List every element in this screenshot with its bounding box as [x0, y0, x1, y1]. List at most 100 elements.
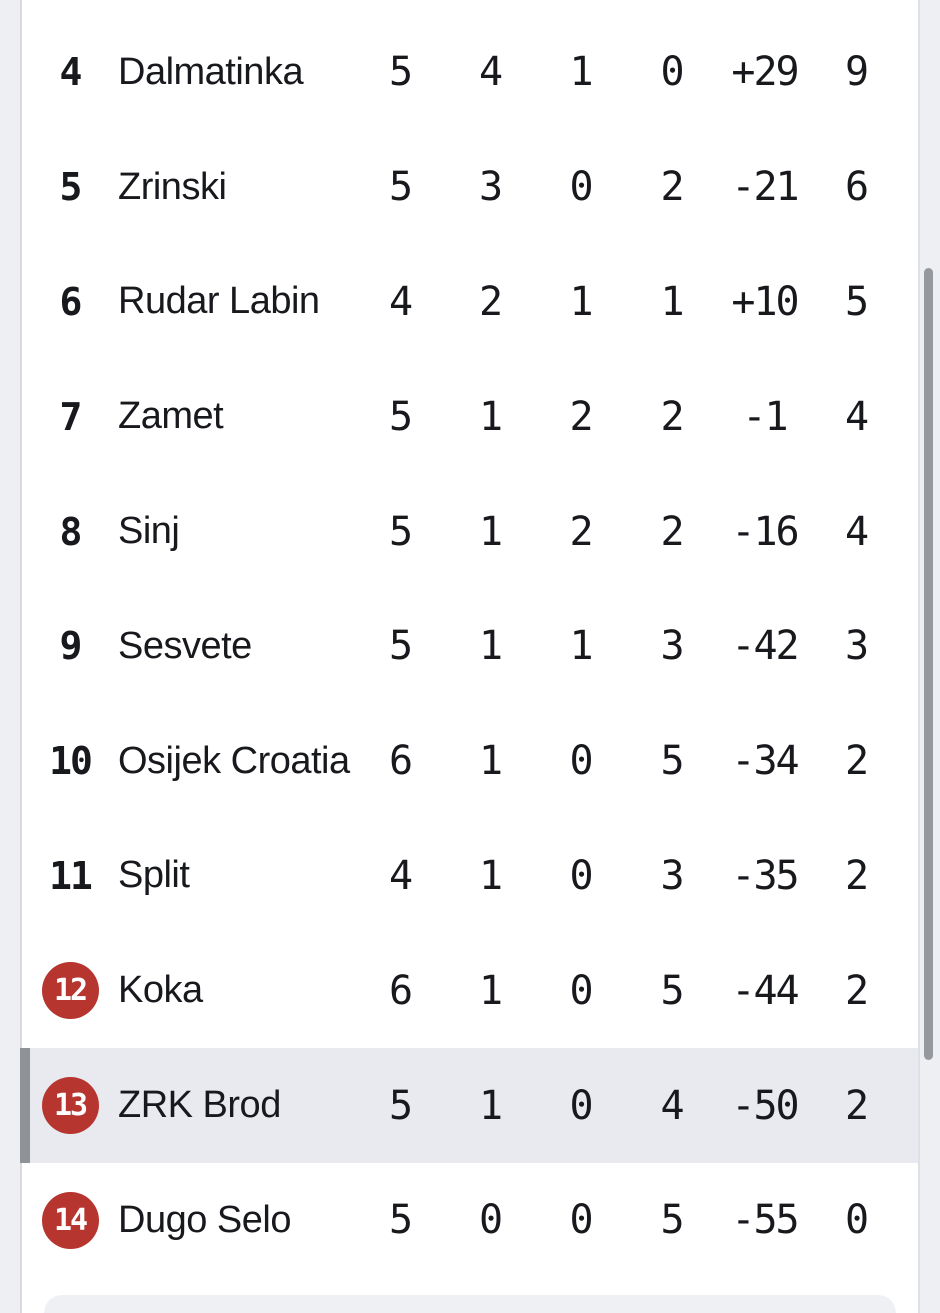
points-cell: 0 [844, 1197, 869, 1244]
rank-cell: 4 [22, 50, 118, 94]
played-cell: 5 [388, 49, 413, 96]
points-cell: 4 [844, 508, 869, 555]
points-cell: 2 [844, 1082, 869, 1129]
rank-cell: 8 [22, 510, 118, 554]
draws-cell: 2 [569, 508, 593, 555]
losses-cell: 2 [660, 164, 684, 211]
rank-number: 6 [59, 279, 83, 324]
team-name: Dugo Selo [118, 1198, 291, 1241]
rank-number: 7 [59, 394, 83, 439]
wins-cell: 1 [478, 1082, 503, 1129]
played-cell: 4 [388, 278, 413, 325]
team-name: Dalmatinka [118, 50, 304, 93]
rank-number: 10 [49, 739, 93, 784]
relegation-rank-badge: 12 [41, 962, 99, 1020]
standings-row[interactable]: 7 Zamet 5 1 2 2 -1 4 [22, 359, 918, 474]
standings-row[interactable]: 4 Dalmatinka 5 4 1 0 +29 9 [22, 15, 918, 130]
losses-cell: 1 [660, 278, 684, 325]
draws-cell: 1 [569, 623, 593, 670]
losses-cell: 0 [660, 49, 684, 96]
standings-card: 4 Dalmatinka 5 4 1 0 +29 9 5 Zrinski 5 3… [20, 0, 920, 1313]
losses-cell: 4 [660, 1082, 684, 1129]
rank-number: 11 [49, 853, 93, 898]
points-cell: 2 [844, 852, 869, 899]
rank-number: 5 [59, 165, 83, 210]
draws-cell: 0 [569, 967, 593, 1014]
standings-row[interactable]: 6 Rudar Labin 4 2 1 1 +10 5 [22, 245, 918, 360]
wins-cell: 2 [478, 278, 503, 325]
team-name: Osijek Croatia [118, 739, 350, 782]
team-name: Split [118, 854, 190, 897]
rank-cell: 9 [22, 624, 118, 668]
relegation-rank-badge: 13 [41, 1077, 99, 1135]
points-cell: 2 [844, 967, 869, 1014]
played-cell: 6 [388, 738, 413, 785]
points-cell: 3 [844, 623, 869, 670]
points-cell: 5 [844, 278, 869, 325]
wins-cell: 1 [478, 623, 503, 670]
draws-cell: 0 [569, 738, 593, 785]
goal-diff-cell: -16 [731, 508, 799, 555]
losses-cell: 5 [660, 1197, 684, 1244]
played-cell: 5 [388, 1082, 413, 1129]
standings-row[interactable]: 9 Sesvete 5 1 1 3 -42 3 [22, 589, 918, 704]
rank-number: 8 [59, 509, 83, 554]
scrollbar-thumb[interactable] [924, 268, 933, 1060]
standings-row[interactable]: 11 Split 4 1 0 3 -35 2 [22, 819, 918, 934]
team-name: Sinj [118, 510, 180, 553]
goal-diff-cell: -44 [731, 967, 799, 1014]
wins-cell: 1 [478, 852, 503, 899]
played-cell: 5 [388, 623, 413, 670]
next-section-card[interactable] [44, 1295, 896, 1313]
wins-cell: 1 [478, 738, 503, 785]
draws-cell: 1 [569, 278, 593, 325]
standings-row[interactable]: 14 Dugo Selo 5 0 0 5 -55 0 [22, 1163, 918, 1278]
draws-cell: 0 [569, 1197, 593, 1244]
rank-cell: 11 [22, 854, 118, 898]
standings-row[interactable]: 8 Sinj 5 1 2 2 -16 4 [22, 474, 918, 589]
draws-cell: 0 [569, 164, 593, 211]
wins-cell: 1 [478, 508, 503, 555]
wins-cell: 1 [478, 393, 503, 440]
team-name: Koka [118, 969, 203, 1012]
points-cell: 9 [844, 49, 869, 96]
losses-cell: 2 [660, 508, 684, 555]
standings-row[interactable]: 13 ZRK Brod 5 1 0 4 -50 2 [20, 1048, 918, 1163]
played-cell: 5 [388, 508, 413, 555]
rank-cell: 5 [22, 165, 118, 209]
standings-row[interactable]: 12 Koka 6 1 0 5 -44 2 [22, 933, 918, 1048]
standings-row[interactable]: 10 Osijek Croatia 6 1 0 5 -34 2 [22, 704, 918, 819]
goal-diff-cell: -35 [731, 852, 799, 899]
wins-cell: 1 [478, 967, 503, 1014]
draws-cell: 0 [569, 852, 593, 899]
draws-cell: 2 [569, 393, 593, 440]
team-name: Sesvete [118, 624, 252, 667]
standings-row[interactable]: 5 Zrinski 5 3 0 2 -21 6 [22, 130, 918, 245]
standings-rows: 4 Dalmatinka 5 4 1 0 +29 9 5 Zrinski 5 3… [20, 0, 918, 1278]
points-cell: 6 [844, 164, 869, 211]
played-cell: 5 [388, 164, 413, 211]
losses-cell: 3 [660, 852, 684, 899]
relegation-rank-badge: 14 [41, 1191, 99, 1249]
goal-diff-cell: -1 [742, 393, 788, 440]
played-cell: 6 [388, 967, 413, 1014]
rank-number: 9 [59, 624, 83, 669]
rank-cell: 7 [22, 395, 118, 439]
wins-cell: 0 [478, 1197, 503, 1244]
played-cell: 5 [388, 1197, 413, 1244]
rank-cell: 12 [22, 962, 118, 1020]
team-name: Rudar Labin [118, 280, 320, 323]
points-cell: 4 [844, 393, 869, 440]
goal-diff-cell: +29 [731, 49, 799, 96]
goal-diff-cell: -21 [731, 164, 799, 211]
played-cell: 5 [388, 393, 413, 440]
team-name: Zamet [118, 395, 224, 438]
rank-cell: 6 [22, 280, 118, 324]
draws-cell: 0 [569, 1082, 593, 1129]
rank-number: 4 [59, 50, 83, 95]
rank-cell: 10 [22, 739, 118, 783]
losses-cell: 2 [660, 393, 684, 440]
rank-cell: 14 [22, 1191, 118, 1249]
draws-cell: 1 [569, 49, 593, 96]
